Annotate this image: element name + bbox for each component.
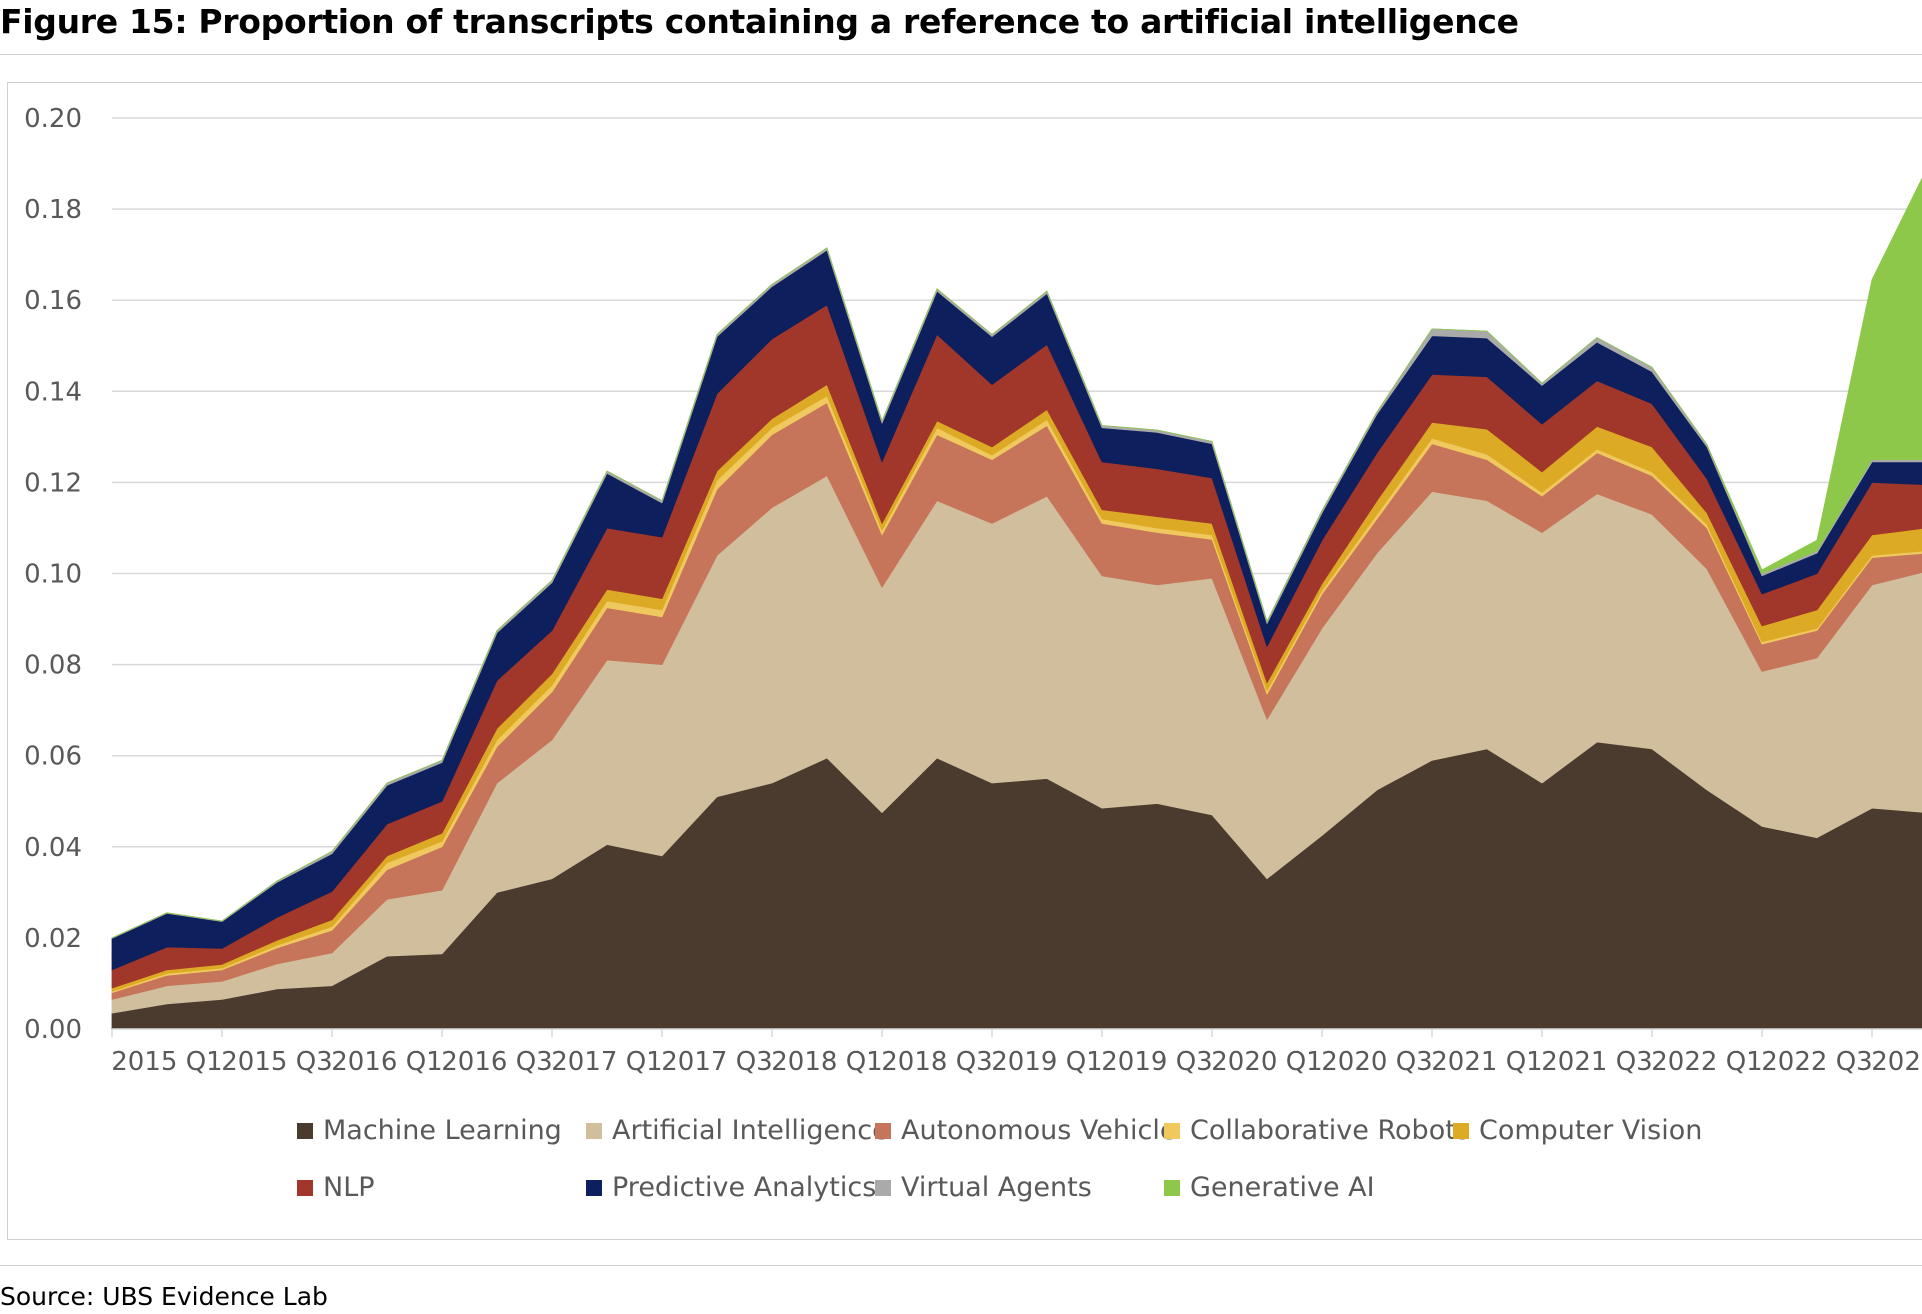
figure-title: Figure 15: Proportion of transcripts con… (0, 2, 1519, 41)
legend-item-artificial-intelligence: Artificial Intelligence (586, 1115, 889, 1146)
bottom-rule (0, 1265, 1922, 1266)
legend-swatch (875, 1122, 891, 1139)
legend-swatch (586, 1179, 602, 1196)
y-axis-ticks: 0.00 0.02 0.04 0.06 0.08 0.10 0.12 0.14 0.16 0.18… (24, 104, 82, 1045)
legend-label: NLP (323, 1172, 375, 1203)
y-tick-label: 0.16 (24, 286, 82, 316)
x-tick-label: 2019 Q1 (991, 1047, 1102, 1077)
legend-label: Computer Vision (1479, 1115, 1703, 1146)
x-tick-label: 2022 Q1 (1651, 1047, 1762, 1077)
legend-swatch (1164, 1179, 1180, 1196)
x-tick-label: 2016 Q3 (441, 1047, 552, 1077)
legend-label: Machine Learning (323, 1115, 562, 1146)
y-tick-label: 0.00 (24, 1015, 82, 1045)
x-tick-label: 2015 Q1 (111, 1047, 222, 1077)
legend-item-generative-ai: Generative AI (1164, 1172, 1375, 1203)
y-tick-label: 0.18 (24, 195, 82, 225)
legend-label: Autonomous Vehicle (901, 1115, 1177, 1146)
legend-item-collaborative-robots: Collaborative Robots (1164, 1115, 1470, 1146)
legend-item-predictive-analytics: Predictive Analytics (586, 1172, 876, 1203)
legend-swatch (875, 1179, 891, 1196)
x-tick-label: 2015 Q3 (221, 1047, 332, 1077)
legend-item-nlp: NLP (297, 1172, 375, 1203)
x-tick-label: 2022 Q3 (1761, 1047, 1872, 1077)
y-tick-label: 0.06 (24, 742, 82, 772)
stacked-areas (111, 177, 1922, 1030)
x-tick-label: 2020 Q1 (1211, 1047, 1322, 1077)
x-tick-label: 2021 Q1 (1431, 1047, 1542, 1077)
x-tick-label: 2020 Q3 (1321, 1047, 1432, 1077)
y-tick-label: 0.20 (24, 104, 82, 134)
x-tick-label: 2021 Q3 (1541, 1047, 1652, 1077)
x-tick-label: 2018 Q1 (771, 1047, 882, 1077)
legend-item-autonomous-vehicle: Autonomous Vehicle (875, 1115, 1176, 1146)
legend-item-virtual-agents: Virtual Agents (875, 1172, 1092, 1203)
y-tick-label: 0.10 (24, 560, 82, 590)
source-note: Source: UBS Evidence Lab (0, 1282, 328, 1311)
legend-swatch (1164, 1122, 1180, 1139)
legend-item-machine-learning: Machine Learning (297, 1115, 562, 1146)
x-tick-label: 2023 Q1 (1871, 1047, 1922, 1077)
legend-label: Virtual Agents (901, 1172, 1092, 1203)
y-tick-label: 0.02 (24, 924, 82, 954)
legend-swatch (1453, 1122, 1469, 1139)
y-tick-label: 0.04 (24, 833, 82, 863)
y-tick-label: 0.12 (24, 468, 82, 498)
legend-label: Predictive Analytics (612, 1172, 877, 1203)
legend-swatch (297, 1179, 313, 1196)
title-rule (0, 54, 1922, 55)
x-tick-label: 2019 Q3 (1101, 1047, 1212, 1077)
x-tick-label: 2016 Q1 (331, 1047, 442, 1077)
legend-swatch (586, 1122, 602, 1139)
x-tick-label: 2017 Q3 (661, 1047, 772, 1077)
legend-item-computer-vision: Computer Vision (1453, 1115, 1702, 1146)
x-tick-label: 2018 Q3 (881, 1047, 992, 1077)
legend-label: Generative AI (1190, 1172, 1375, 1203)
legend-label: Collaborative Robots (1190, 1115, 1470, 1146)
area-chart: 0.00 0.02 0.04 0.06 0.08 0.10 0.12 0.14 0.16 0.18… (24, 104, 1922, 1077)
area-generative-ai (111, 177, 1922, 939)
y-tick-label: 0.14 (24, 377, 82, 407)
y-tick-label: 0.08 (24, 651, 82, 681)
x-tick-label: 2017 Q1 (551, 1047, 662, 1077)
legend-label: Artificial Intelligence (612, 1115, 889, 1146)
legend-swatch (297, 1122, 313, 1139)
chart-frame (7, 82, 1922, 1240)
